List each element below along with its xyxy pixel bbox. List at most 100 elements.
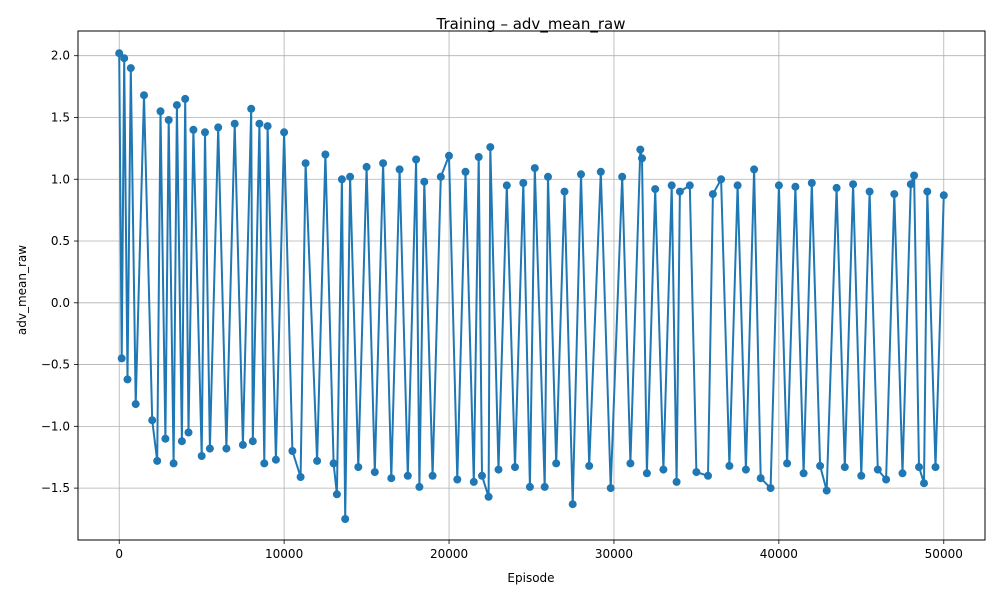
data-point xyxy=(692,468,701,477)
data-point xyxy=(156,107,165,116)
data-point xyxy=(461,167,470,176)
data-point xyxy=(189,125,198,134)
data-point xyxy=(920,479,928,488)
data-point xyxy=(123,375,132,384)
data-point xyxy=(337,175,346,184)
data-point xyxy=(651,185,660,194)
data-point xyxy=(140,91,148,100)
data-point xyxy=(873,465,882,474)
data-point xyxy=(857,471,866,480)
axes: 0 10000 20000 30000 40000 50000 −1.5 −1.0 −0.5 0.… xyxy=(41,49,963,561)
data-point xyxy=(255,119,264,128)
data-point xyxy=(117,354,126,363)
y-tick-label: −1.0 xyxy=(41,419,70,433)
data-point xyxy=(606,484,615,493)
data-point xyxy=(822,486,831,495)
data-point xyxy=(596,167,605,176)
data-point xyxy=(474,153,483,161)
data-point xyxy=(511,463,519,472)
data-point xyxy=(296,473,305,481)
x-tick-label: 20000 xyxy=(430,547,468,561)
data-point xyxy=(898,469,907,478)
data-point xyxy=(436,172,445,181)
data-point xyxy=(642,469,651,478)
data-point xyxy=(161,434,170,443)
data-point xyxy=(667,181,676,190)
data-point xyxy=(126,64,135,73)
y-tick-label: 1.5 xyxy=(51,110,70,124)
data-point xyxy=(626,459,635,468)
x-tick-label: 10000 xyxy=(265,547,303,561)
data-point xyxy=(263,122,272,131)
data-point xyxy=(247,104,256,113)
data-point xyxy=(544,172,552,181)
data-point xyxy=(717,175,726,184)
data-point xyxy=(341,515,350,523)
data-point xyxy=(379,159,388,168)
data-point xyxy=(412,155,421,164)
data-point xyxy=(840,463,849,472)
data-point xyxy=(704,471,712,480)
data-point xyxy=(577,170,585,179)
data-point xyxy=(248,437,257,446)
data-point xyxy=(849,180,858,189)
data-point xyxy=(445,151,453,160)
data-point xyxy=(540,482,549,491)
y-tick-label: −1.5 xyxy=(41,481,70,495)
data-point xyxy=(502,181,511,190)
data-point xyxy=(313,456,322,465)
data-point xyxy=(568,500,577,509)
y-axis-title: adv_mean_raw xyxy=(15,245,29,335)
data-point xyxy=(791,182,800,191)
data-point xyxy=(260,459,269,468)
data-point xyxy=(214,123,223,132)
data-point xyxy=(387,474,396,483)
data-point xyxy=(560,187,569,196)
data-point xyxy=(708,190,717,199)
x-tick-label: 40000 xyxy=(760,547,798,561)
data-point xyxy=(453,475,462,484)
y-tick-label: 2.0 xyxy=(51,49,70,63)
data-point xyxy=(915,463,923,472)
data-point xyxy=(164,116,173,124)
y-tick-label: 0.0 xyxy=(51,296,70,310)
data-point xyxy=(420,177,429,186)
data-point xyxy=(403,471,412,480)
data-point xyxy=(750,165,759,174)
data-point xyxy=(486,143,495,152)
data-point xyxy=(469,477,478,486)
data-point xyxy=(910,171,919,180)
data-point xyxy=(120,54,129,63)
data-point xyxy=(832,183,841,192)
data-point xyxy=(552,459,561,468)
data-point xyxy=(415,482,424,491)
data-point xyxy=(525,482,534,491)
data-point xyxy=(890,190,899,199)
data-point xyxy=(931,463,940,472)
data-point xyxy=(332,490,341,499)
data-point xyxy=(222,444,231,453)
data-point xyxy=(153,456,162,465)
data-point xyxy=(774,181,783,190)
plot-frame xyxy=(77,30,986,541)
data-point xyxy=(184,428,193,437)
data-point xyxy=(115,49,124,58)
data-point xyxy=(181,94,190,103)
data-point xyxy=(271,455,280,464)
y-tick-label: 1.0 xyxy=(51,172,70,186)
data-point xyxy=(301,159,310,168)
data-point xyxy=(197,452,206,460)
y-tick-label: −0.5 xyxy=(41,358,70,372)
data-point xyxy=(585,461,594,470)
data-point xyxy=(816,461,825,470)
data-point xyxy=(882,475,891,484)
y-tick-label: 0.5 xyxy=(51,234,70,248)
data-point xyxy=(733,181,742,190)
data-point xyxy=(238,440,247,449)
data-point xyxy=(766,484,775,493)
data-point xyxy=(939,191,948,200)
chart-title: Training – adv_mean_raw xyxy=(436,15,626,34)
data-point xyxy=(756,474,765,483)
data-point xyxy=(428,471,437,480)
